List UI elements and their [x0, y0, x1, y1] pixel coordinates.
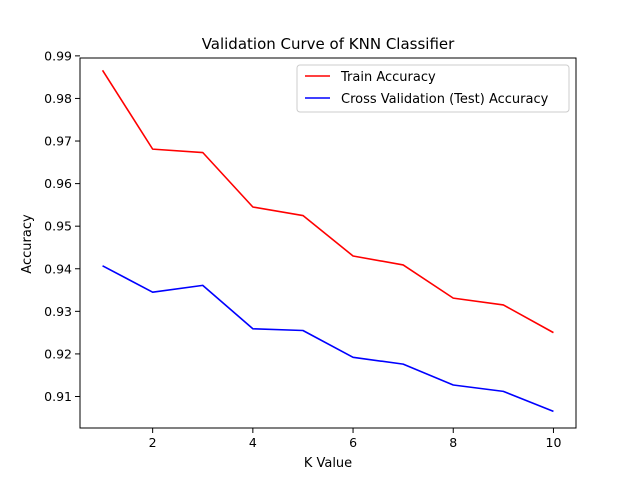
- legend-box: [296, 64, 570, 113]
- y-tick-label: 0.97: [44, 134, 72, 149]
- x-tick-label: 8: [449, 435, 457, 450]
- x-tick-label: 2: [149, 435, 157, 450]
- y-tick-label: 0.96: [44, 176, 72, 191]
- x-axis-label: K Value: [304, 456, 352, 471]
- axis-ticks: 2 4 6 8 10 0.91 0.92 0.93 0.94 0.95 0.96 0.97 0.98 0.…: [44, 48, 561, 450]
- y-tick-label: 0.91: [44, 389, 72, 404]
- legend: Train Accuracy Cross Validation (Test) A…: [296, 64, 570, 113]
- y-tick-label: 0.95: [44, 219, 72, 234]
- y-tick-label: 0.98: [44, 91, 72, 106]
- y-tick-label: 0.93: [44, 304, 72, 319]
- legend-label-test: Cross Validation (Test) Accuracy: [341, 92, 549, 107]
- y-axis-label: Accuracy: [20, 214, 35, 274]
- x-tick-label: 4: [249, 435, 257, 450]
- x-tick-label: 10: [546, 435, 562, 450]
- legend-label-train: Train Accuracy: [340, 70, 436, 85]
- plot-area-frame: [79, 57, 577, 429]
- y-tick-label: 0.99: [44, 48, 72, 63]
- x-tick-label: 6: [349, 435, 357, 450]
- series-lines: [101, 69, 554, 413]
- test-accuracy-line: [102, 265, 554, 413]
- train-accuracy-line: [101, 69, 554, 334]
- y-tick-label: 0.94: [44, 261, 72, 276]
- chart-title: Validation Curve of KNN Classifier: [202, 35, 455, 53]
- y-tick-label: 0.92: [44, 346, 72, 361]
